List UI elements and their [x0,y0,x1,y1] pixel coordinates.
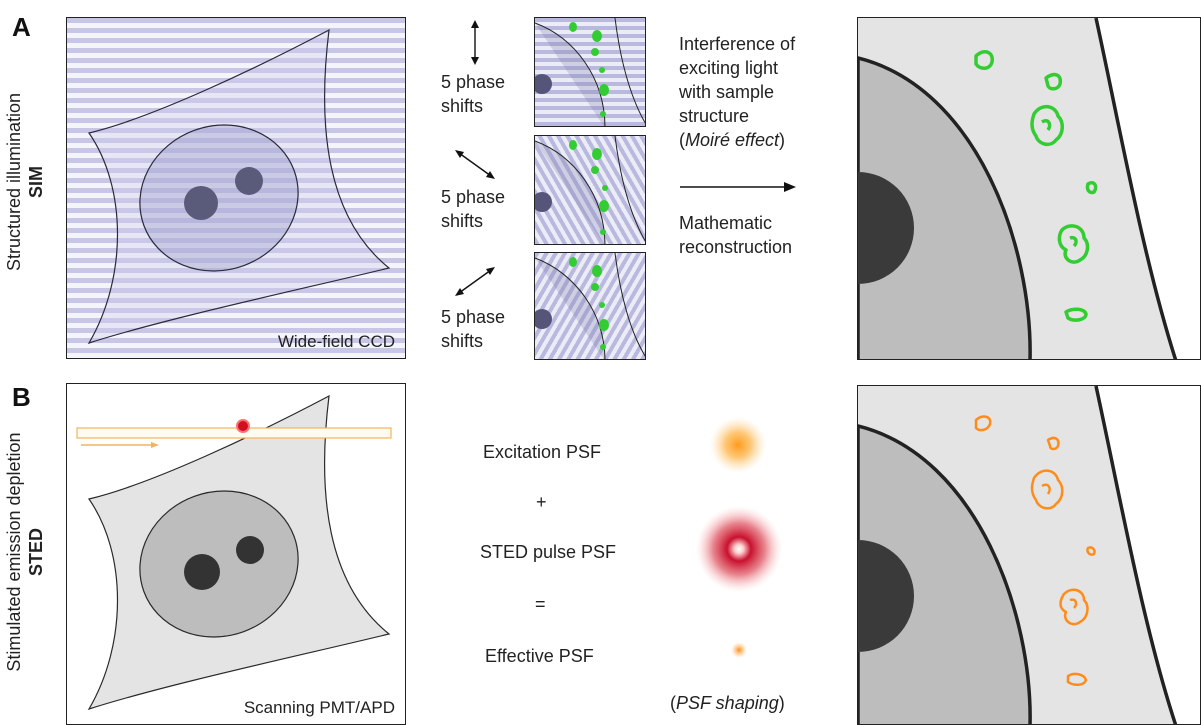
equals-sign: = [535,594,546,614]
panel-b-side-label: Stimulated emission depletion STED [3,402,47,702]
plus-sign: + [536,492,547,512]
effective-psf-spot [731,642,747,658]
sim-widefield-cell-box: Wide-field CCD [66,17,406,359]
phase-shift-label-3: 5 phase shifts [441,307,506,351]
sim-pattern-image-horizontal [534,17,646,127]
reconstruction-description: Mathematic reconstruction [679,213,793,257]
interference-description: Interference of exciting light with samp… [679,34,796,150]
sim-abbreviation: SIM [26,166,46,199]
sted-scanning-cell-box: Scanning PMT/APD [66,383,406,725]
sted-method-name: Stimulated emission depletion [4,432,24,672]
panel-a-side-label: Structured illumination SIM [3,62,47,302]
sim-cell-drawing [87,28,391,345]
phase-arrow-vertical-icon [465,20,485,65]
psf-shaping-caption: (PSF shaping) [670,693,785,713]
panel-a-letter: A [12,12,31,42]
moire-effect-term: Moiré effect [685,130,780,150]
sted-abbreviation: STED [26,528,46,577]
sim-result-image [857,17,1201,360]
sim-pattern-image-diagonal-2 [534,252,646,360]
sim-detector-label: Wide-field CCD [277,332,395,351]
excitation-psf-label: Excitation PSF [483,442,602,462]
phase-arrow-diagonal-down-icon [455,150,495,180]
phase-shift-label-1: 5 phase shifts [441,72,506,116]
reconstruction-arrow-icon [680,180,796,194]
sted-psf-label: STED pulse PSF [480,542,617,562]
sted-detector-label: Scanning PMT/APD [243,698,395,717]
excitation-psf-spot [710,417,766,473]
sim-pattern-image-diagonal-1 [534,135,646,245]
panel-b-letter: B [12,382,31,412]
sted-psf-doughnut [696,506,782,592]
phase-shift-label-2: 5 phase shifts [441,187,506,231]
phase-arrow-diagonal-up-icon [455,267,495,297]
sim-method-name: Structured illumination [4,92,24,272]
sted-cell-drawing [76,394,392,711]
effective-psf-label: Effective PSF [485,646,594,666]
sted-result-image [857,385,1201,725]
